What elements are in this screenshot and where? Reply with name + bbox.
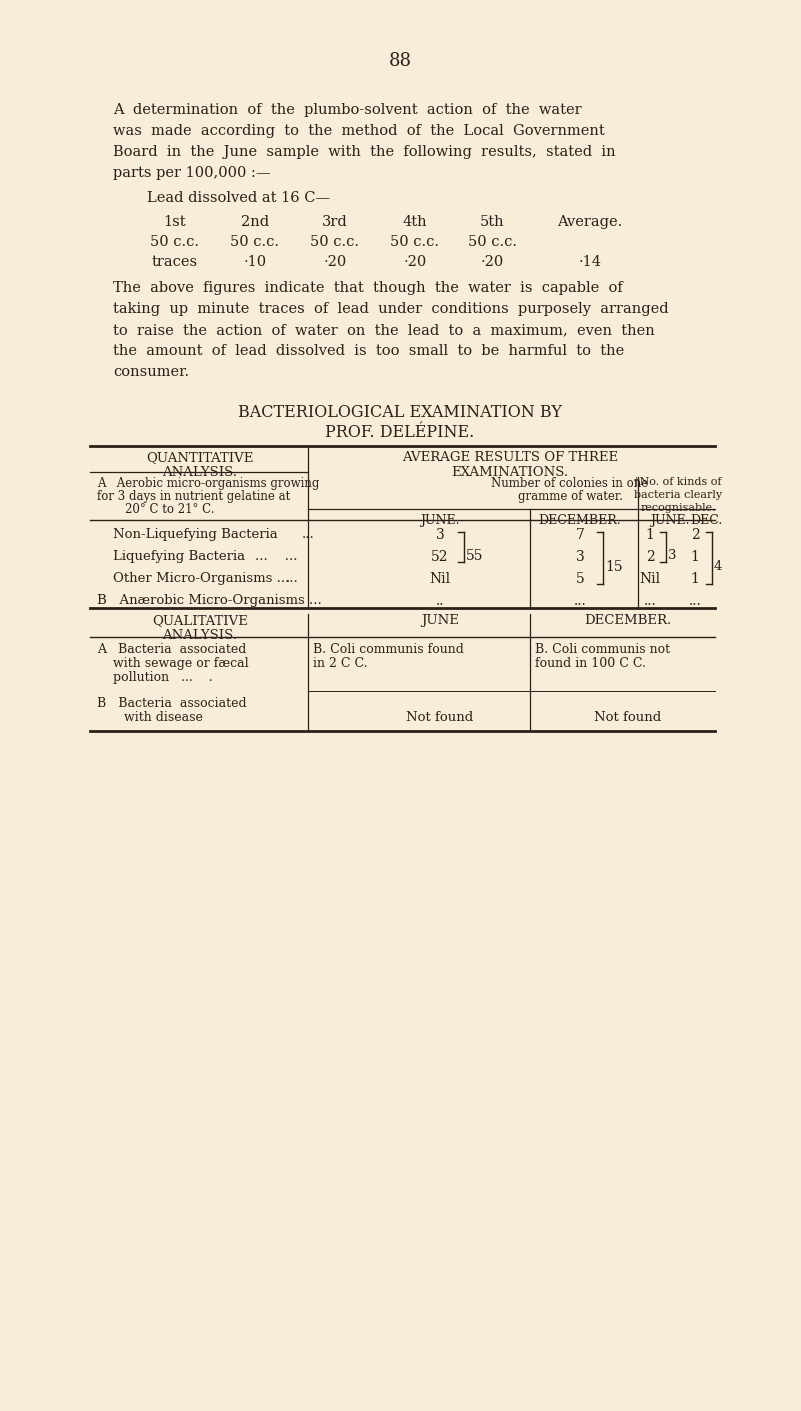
Text: 3: 3 bbox=[668, 549, 677, 562]
Text: A   Bacteria  associated: A Bacteria associated bbox=[97, 643, 247, 656]
Text: Lead dissolved at 16 C—: Lead dissolved at 16 C— bbox=[147, 190, 330, 205]
Text: Not found: Not found bbox=[594, 711, 662, 724]
Text: QUALITATIVE: QUALITATIVE bbox=[152, 614, 248, 626]
Text: ANALYSIS.: ANALYSIS. bbox=[163, 466, 238, 478]
Text: B. Coli communis not: B. Coli communis not bbox=[535, 643, 670, 656]
Text: 50 c.c.: 50 c.c. bbox=[391, 236, 440, 248]
Text: ...: ... bbox=[286, 571, 299, 586]
Text: 2: 2 bbox=[646, 550, 654, 564]
Text: bacteria clearly: bacteria clearly bbox=[634, 490, 722, 499]
Text: †No. of kinds of: †No. of kinds of bbox=[634, 477, 722, 487]
Text: Liquefying Bacteria: Liquefying Bacteria bbox=[113, 550, 245, 563]
Text: ...: ... bbox=[302, 528, 315, 540]
Text: 55: 55 bbox=[466, 549, 484, 563]
Text: Not found: Not found bbox=[406, 711, 473, 724]
Text: 1st: 1st bbox=[163, 214, 187, 229]
Text: 50 c.c.: 50 c.c. bbox=[311, 236, 360, 248]
Text: JUNE.: JUNE. bbox=[421, 514, 460, 526]
Text: 15: 15 bbox=[605, 560, 622, 574]
Text: Nil: Nil bbox=[429, 571, 450, 586]
Text: 88: 88 bbox=[388, 52, 412, 71]
Text: B   Anærobic Micro-Organisms ...: B Anærobic Micro-Organisms ... bbox=[97, 594, 322, 607]
Text: taking  up  minute  traces  of  lead  under  conditions  purposely  arranged: taking up minute traces of lead under co… bbox=[113, 302, 669, 316]
Text: ·14: ·14 bbox=[578, 255, 602, 270]
Text: parts per 100,000 :—: parts per 100,000 :— bbox=[113, 166, 271, 181]
Text: A   Aerobic micro-organisms growing: A Aerobic micro-organisms growing bbox=[97, 477, 320, 490]
Text: ...: ... bbox=[689, 594, 702, 608]
Text: pollution   ...    .: pollution ... . bbox=[113, 672, 212, 684]
Text: 1: 1 bbox=[690, 550, 699, 564]
Text: 2nd: 2nd bbox=[241, 214, 269, 229]
Text: Number of colonies in one: Number of colonies in one bbox=[491, 477, 649, 490]
Text: Board  in  the  June  sample  with  the  following  results,  stated  in: Board in the June sample with the follow… bbox=[113, 145, 616, 159]
Text: PROF. DELÉPINE.: PROF. DELÉPINE. bbox=[325, 423, 475, 442]
Text: was  made  according  to  the  method  of  the  Local  Government: was made according to the method of the … bbox=[113, 124, 605, 138]
Text: consumer.: consumer. bbox=[113, 365, 189, 380]
Text: Non-Liquefying Bacteria: Non-Liquefying Bacteria bbox=[113, 528, 278, 540]
Text: 7: 7 bbox=[576, 528, 585, 542]
Text: ·20: ·20 bbox=[481, 255, 504, 270]
Text: Other Micro-Organisms ...: Other Micro-Organisms ... bbox=[113, 571, 289, 586]
Text: 52: 52 bbox=[431, 550, 449, 564]
Text: ...: ... bbox=[574, 594, 586, 608]
Text: ...: ... bbox=[644, 594, 656, 608]
Text: 4: 4 bbox=[714, 560, 723, 573]
Text: to  raise  the  action  of  water  on  the  lead  to  a  maximum,  even  then: to raise the action of water on the lead… bbox=[113, 323, 654, 337]
Text: recognisable.: recognisable. bbox=[640, 502, 716, 514]
Text: ...    ...: ... ... bbox=[255, 550, 297, 563]
Text: B. Coli communis found: B. Coli communis found bbox=[313, 643, 464, 656]
Text: The  above  figures  indicate  that  though  the  water  is  capable  of: The above figures indicate that though t… bbox=[113, 281, 622, 295]
Text: the  amount  of  lead  dissolved  is  too  small  to  be  harmful  to  the: the amount of lead dissolved is too smal… bbox=[113, 344, 624, 358]
Text: 5: 5 bbox=[576, 571, 585, 586]
Text: 3: 3 bbox=[576, 550, 585, 564]
Text: AVERAGE RESULTS OF THREE: AVERAGE RESULTS OF THREE bbox=[402, 452, 618, 464]
Text: 50 c.c.: 50 c.c. bbox=[151, 236, 199, 248]
Text: ..: .. bbox=[436, 594, 445, 608]
Text: found in 100 C C.: found in 100 C C. bbox=[535, 658, 646, 670]
Text: 50 c.c.: 50 c.c. bbox=[468, 236, 517, 248]
Text: ANALYSIS.: ANALYSIS. bbox=[163, 629, 238, 642]
Text: 3: 3 bbox=[436, 528, 445, 542]
Text: 3rd: 3rd bbox=[322, 214, 348, 229]
Text: 4th: 4th bbox=[403, 214, 427, 229]
Text: A  determination  of  the  plumbo-solvent  action  of  the  water: A determination of the plumbo-solvent ac… bbox=[113, 103, 582, 117]
Text: with sewage or fæcal: with sewage or fæcal bbox=[113, 658, 248, 670]
Text: Nil: Nil bbox=[639, 571, 661, 586]
Text: ·20: ·20 bbox=[324, 255, 347, 270]
Text: 50 c.c.: 50 c.c. bbox=[231, 236, 280, 248]
Text: DECEMBER.: DECEMBER. bbox=[539, 514, 622, 526]
Text: DEC.: DEC. bbox=[690, 514, 723, 526]
Text: QUANTITATIVE: QUANTITATIVE bbox=[147, 452, 254, 464]
Text: ·10: ·10 bbox=[244, 255, 267, 270]
Text: gramme of water.: gramme of water. bbox=[517, 490, 622, 502]
Text: traces: traces bbox=[152, 255, 198, 270]
Text: 1: 1 bbox=[690, 571, 699, 586]
Text: Average.: Average. bbox=[557, 214, 622, 229]
Text: JUNE.: JUNE. bbox=[650, 514, 690, 526]
Text: in 2 C C.: in 2 C C. bbox=[313, 658, 368, 670]
Text: BACTERIOLOGICAL EXAMINATION BY: BACTERIOLOGICAL EXAMINATION BY bbox=[238, 404, 562, 420]
Text: with disease: with disease bbox=[123, 711, 203, 724]
Text: B   Bacteria  associated: B Bacteria associated bbox=[97, 697, 247, 710]
Text: JUNE: JUNE bbox=[421, 614, 459, 626]
Text: for 3 days in nutrient gelatine at: for 3 days in nutrient gelatine at bbox=[97, 490, 290, 502]
Text: 5th: 5th bbox=[480, 214, 505, 229]
Text: ·20: ·20 bbox=[404, 255, 427, 270]
Text: 1: 1 bbox=[646, 528, 654, 542]
Text: DECEMBER.: DECEMBER. bbox=[585, 614, 671, 626]
Text: EXAMINATIONS.: EXAMINATIONS. bbox=[452, 466, 569, 478]
Text: 20° C to 21° C.: 20° C to 21° C. bbox=[125, 502, 215, 516]
Text: 2: 2 bbox=[690, 528, 699, 542]
